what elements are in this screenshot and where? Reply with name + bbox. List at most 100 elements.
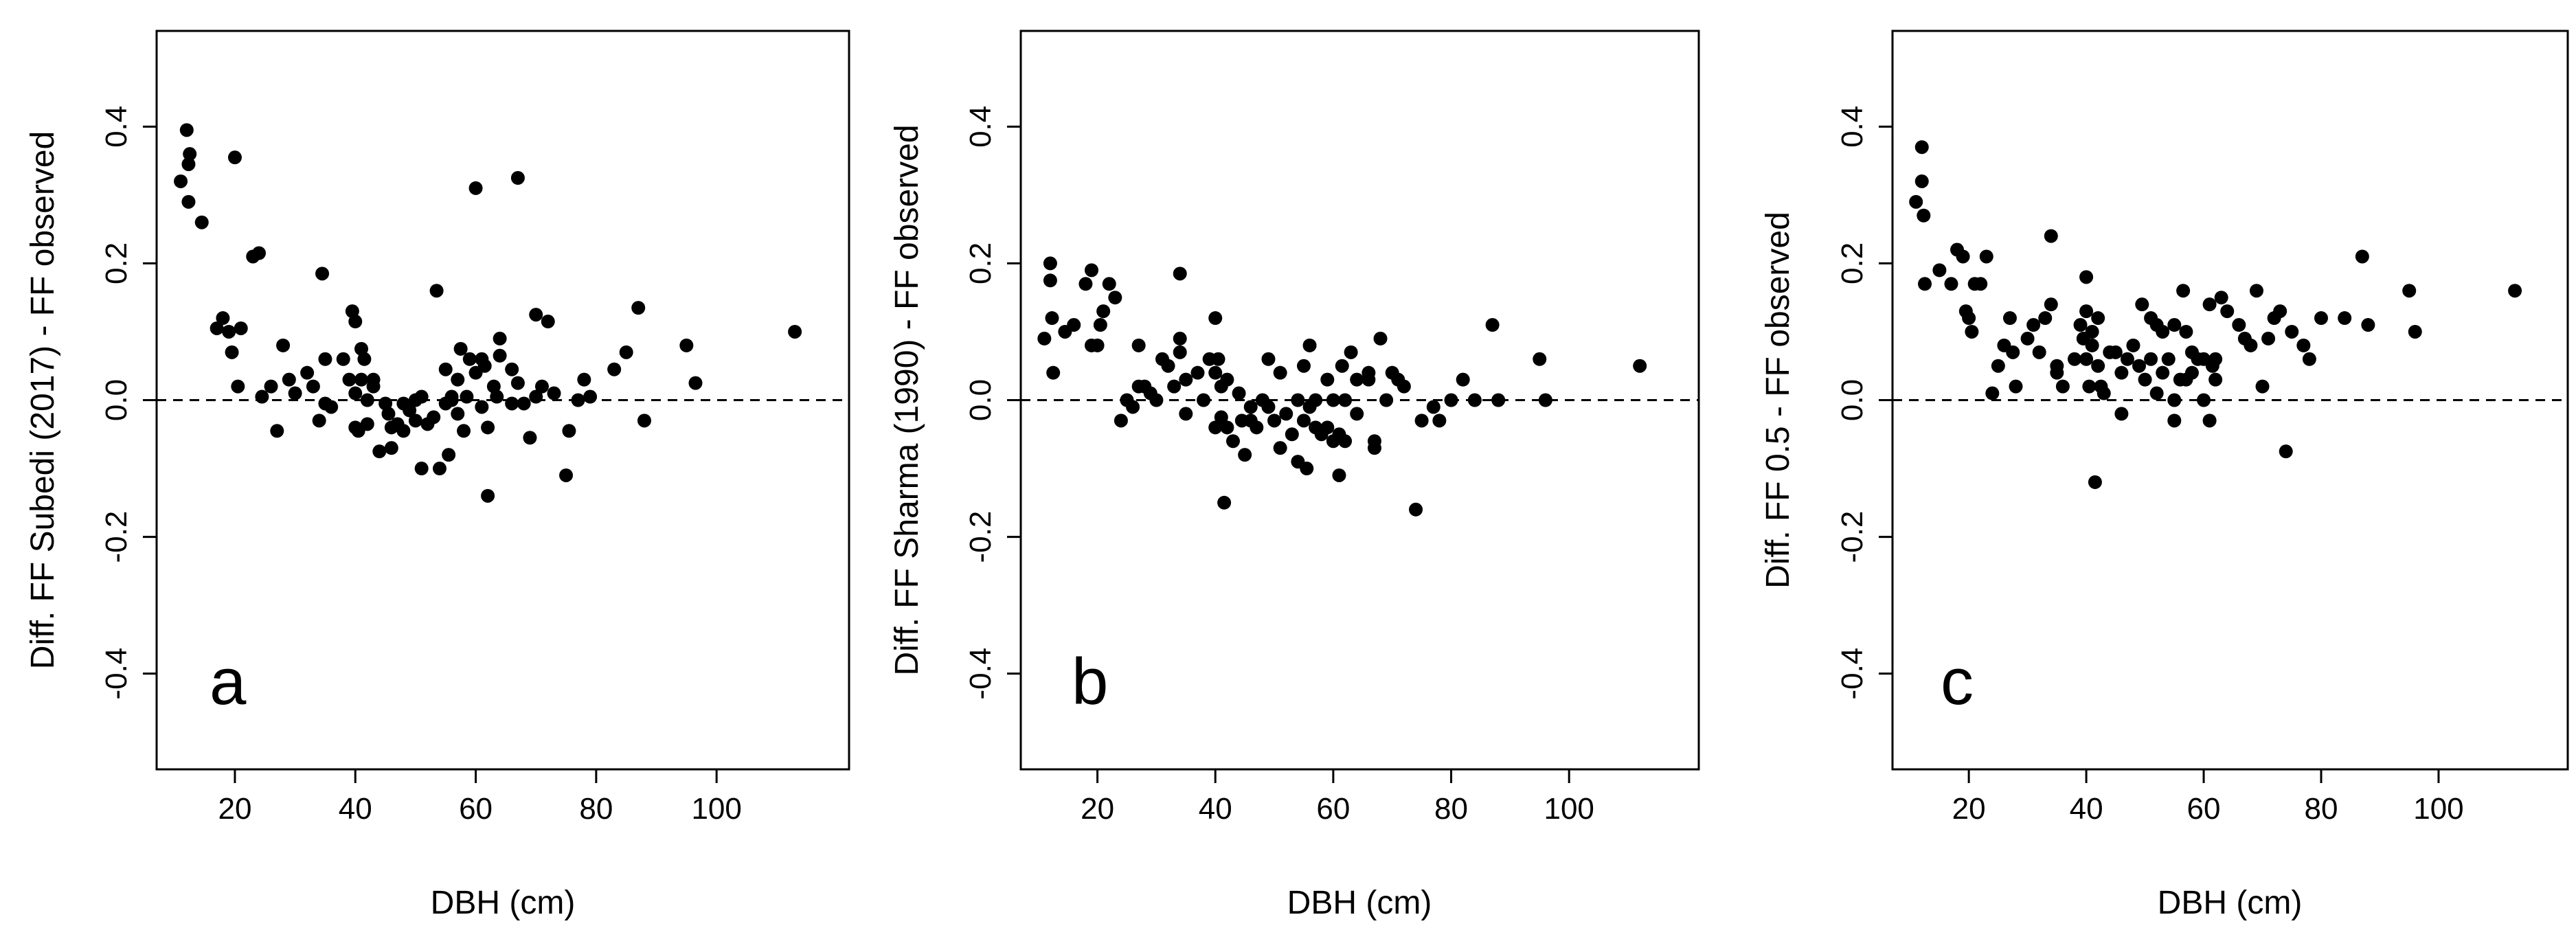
panel-c-data-point (2176, 284, 2191, 298)
panel-c-data-point (2132, 359, 2147, 373)
panel-b-data-point (1300, 462, 1314, 476)
panel-c-data-point (1917, 208, 1931, 223)
panel-c-data-point (2202, 414, 2217, 428)
panel-a-data-point (306, 379, 320, 394)
panel-a-data-point (427, 410, 441, 425)
panel-b-y-tick-label: 0.2 (964, 242, 997, 284)
panel-c-data-point (2020, 331, 2035, 346)
panel-a-data-point (510, 171, 525, 185)
panel-c-data-point (2184, 365, 2199, 380)
panel-b-data-point (1225, 434, 1240, 449)
panel-a-data-point (414, 462, 429, 476)
panel-a-x-tick-label: 60 (459, 792, 493, 826)
panel-c-y-tick-label: -0.4 (1835, 648, 1869, 700)
panel-b-data-point (1432, 414, 1447, 428)
panel-b-data-point (1067, 318, 1081, 332)
panel-b-x-tick-label: 40 (1199, 792, 1232, 826)
panel-a-data-point (366, 372, 381, 387)
panel-a-data-point (408, 414, 422, 428)
panel-a-data-point (252, 246, 267, 260)
panel-a-y-tick-label: 0.4 (100, 106, 133, 148)
panel-a-data-point (637, 414, 651, 428)
panel-a-y-tick-label: -0.4 (100, 648, 133, 700)
panel-b-data-point (1296, 414, 1311, 428)
panel-c-data-point (2114, 407, 2129, 421)
panel-b-data-point (1414, 414, 1429, 428)
panel-a-data-point (336, 352, 350, 366)
panel-b-data-point (1261, 400, 1276, 414)
panel-a-data-point (457, 424, 471, 438)
panel-c-data-point (2261, 331, 2276, 346)
panel-a-data-point (216, 311, 230, 326)
panel-b-data-point (1456, 372, 1470, 387)
panel-b-x-axis-label: DBH (cm) (1287, 885, 1432, 921)
panel-b-data-point (1173, 345, 1187, 359)
panel-c-data-point (2156, 324, 2170, 339)
panel-c-data-point (2038, 311, 2053, 326)
panel-c-y-tick-label: 0.2 (1835, 242, 1869, 284)
panel-a-data-point (312, 414, 326, 428)
panel-c-data-point (2144, 352, 2158, 366)
panel-b-data-point (1338, 434, 1353, 449)
panel-c-data-point (2138, 372, 2152, 387)
panel-b-data-point (1220, 420, 1234, 435)
panel-a-data-point (619, 345, 633, 359)
panel-a-data-point (414, 389, 429, 404)
panel-b-data-point (1362, 372, 1376, 387)
panel-c-data-point (2091, 311, 2105, 326)
panel-c-data-point (2296, 338, 2311, 352)
panel-c-data-point (2067, 352, 2081, 366)
panel-b-data-point (1261, 352, 1276, 366)
panel-a-x-tick-label: 100 (691, 792, 741, 826)
panel-b-data-point (1350, 372, 1364, 387)
panel-b-data-point (1367, 441, 1381, 455)
panel-b-data-point (1409, 502, 1423, 517)
panel-c-y-ticks: -0.4 -0.2 0.0 0.2 0.4 (1835, 106, 1893, 700)
panel-c-data-point (2085, 338, 2099, 352)
panel-c-data-point (2126, 338, 2140, 352)
panel-a-data-point (288, 386, 302, 400)
panel-a-data-point (462, 352, 477, 366)
panel-a-data-point (493, 348, 507, 363)
panel-b-data-point (1173, 331, 1187, 346)
panel-a-data-point (276, 338, 291, 352)
panel-b-data-point (1302, 338, 1317, 352)
panel-a-data-point (255, 389, 269, 404)
panel-b-data-point (1096, 304, 1111, 319)
panel-b-data-point (1291, 393, 1305, 407)
panel-c-data-point (2202, 297, 2217, 312)
panel-a-data-point (490, 389, 504, 404)
panel-a-data-point (354, 372, 369, 387)
panel-a-data-point (324, 400, 339, 414)
panel-a-data-point (679, 338, 694, 352)
panel-b-data-point (1090, 338, 1105, 352)
panel-b-data-point (1078, 277, 1093, 291)
panel-a-y-ticks: -0.4 -0.2 0.0 0.2 0.4 (100, 106, 157, 700)
panel-c-data-point (1991, 359, 2005, 373)
panel-a-data-point (541, 315, 555, 329)
panel-c-data-point (2044, 229, 2058, 243)
panel-a-data-point (264, 379, 278, 394)
panel-a-data-point (493, 331, 507, 346)
panel-a-data-point (517, 396, 531, 411)
panel-b-points (1037, 256, 1647, 517)
panel-b-data-point (1426, 400, 1440, 414)
panel-b-data-point (1043, 256, 1057, 271)
panel-b-data-point (1332, 468, 1346, 482)
panel-a-data-point (510, 376, 525, 390)
panel-a-data-point (460, 389, 474, 404)
panel-a-data-point (523, 431, 537, 445)
panel-a-data-point (481, 420, 495, 435)
panel-c-data-point (2338, 311, 2352, 326)
panel-c-data-point (2508, 284, 2522, 298)
panel-a-x-ticks: 20 40 60 80 100 (218, 769, 742, 826)
panel-a-data-point (396, 424, 411, 438)
panel-c-data-point (1985, 386, 2000, 400)
panel-b-data-point (1285, 427, 1299, 442)
panel-c-data-point (2255, 379, 2270, 394)
panel-a-data-point (222, 324, 236, 339)
panel-b-y-tick-label: -0.2 (964, 511, 997, 563)
panel-a-data-point (438, 362, 453, 376)
panel-a: -0.4 -0.2 0.0 0.2 0.4 20 40 60 80 100 a DBH (cm)… (25, 30, 850, 921)
